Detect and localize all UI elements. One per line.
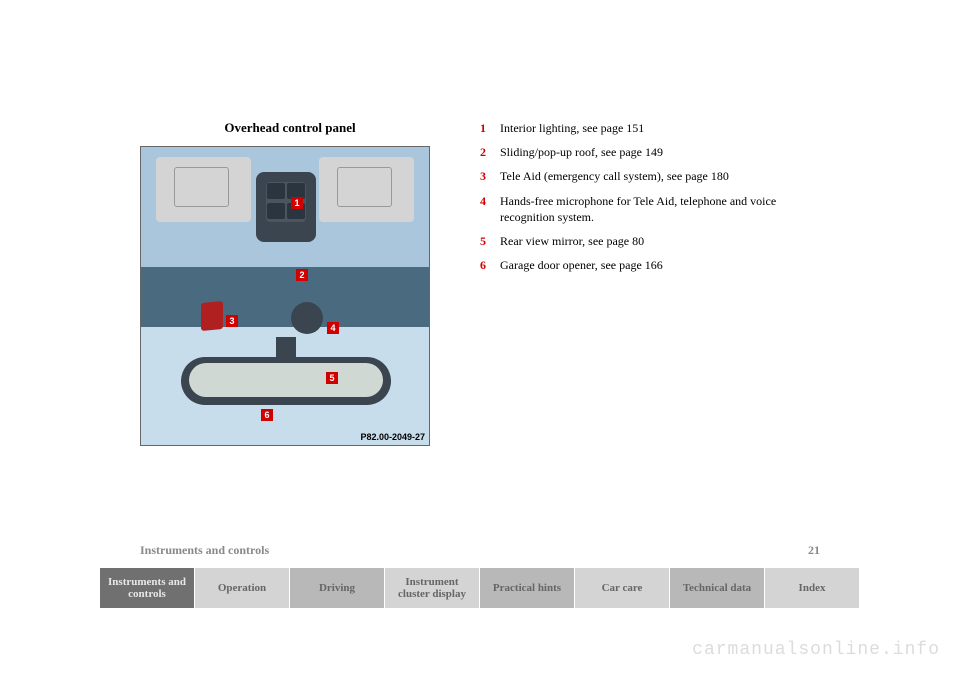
callout-5: 5: [326, 372, 338, 384]
left-column: Overhead control panel 1: [140, 120, 440, 446]
nav-practical-hints[interactable]: Practical hints: [480, 568, 575, 608]
panel-title: Overhead control panel: [140, 120, 440, 136]
legend-num: 6: [480, 257, 490, 273]
nav-index[interactable]: Index: [765, 568, 860, 608]
legend-text: Interior lighting, see page 151: [500, 120, 820, 136]
nav-instruments-and-controls[interactable]: Instruments and controls: [100, 568, 195, 608]
legend-text: Garage door opener, see page 166: [500, 257, 820, 273]
image-reference: P82.00-2049-27: [360, 432, 425, 442]
legend-text: Tele Aid (emergency call system), see pa…: [500, 168, 820, 184]
rear-view-mirror: [181, 357, 391, 405]
mirror-mount: [276, 337, 296, 357]
legend-item: 1 Interior lighting, see page 151: [480, 120, 820, 136]
legend-num: 3: [480, 168, 490, 184]
watermark: carmanualsonline.info: [692, 640, 940, 660]
mirror-glass: [189, 363, 383, 397]
legend-list: 1 Interior lighting, see page 151 2 Slidin…: [480, 120, 820, 446]
callout-4: 4: [327, 322, 339, 334]
nav-technical-data[interactable]: Technical data: [670, 568, 765, 608]
callout-2: 2: [296, 269, 308, 281]
nav-car-care[interactable]: Car care: [575, 568, 670, 608]
microphone: [291, 302, 323, 334]
legend-item: 5 Rear view mirror, see page 80: [480, 233, 820, 249]
callout-3: 3: [226, 315, 238, 327]
nav-bar: Instruments and controls Operation Drivi…: [100, 568, 860, 608]
legend-num: 1: [480, 120, 490, 136]
legend-text: Sliding/pop-up roof, see page 149: [500, 144, 820, 160]
nav-driving[interactable]: Driving: [290, 568, 385, 608]
sun-visor-right: [319, 157, 414, 222]
page-number: 21: [808, 543, 820, 558]
content-area: Overhead control panel 1: [140, 120, 840, 446]
legend-item: 6 Garage door opener, see page 166: [480, 257, 820, 273]
callout-6: 6: [261, 409, 273, 421]
callout-1: 1: [291, 197, 303, 209]
page: Overhead control panel 1: [0, 0, 960, 678]
legend-item: 2 Sliding/pop-up roof, see page 149: [480, 144, 820, 160]
overhead-panel-diagram: 1 2 3 4 5 6 P82.00-2049-27: [140, 146, 430, 446]
section-footer: Instruments and controls 21: [140, 543, 820, 558]
headliner-trim: [141, 267, 430, 327]
legend-num: 4: [480, 193, 490, 225]
legend-num: 5: [480, 233, 490, 249]
legend-num: 2: [480, 144, 490, 160]
nav-operation[interactable]: Operation: [195, 568, 290, 608]
legend-text: Hands-free microphone for Tele Aid, tele…: [500, 193, 820, 225]
sun-visor-left: [156, 157, 251, 222]
nav-instrument-cluster[interactable]: Instrument cluster display: [385, 568, 480, 608]
legend-item: 4 Hands-free microphone for Tele Aid, tel…: [480, 193, 820, 225]
sos-button: [201, 301, 223, 331]
legend-text: Rear view mirror, see page 80: [500, 233, 820, 249]
legend-item: 3 Tele Aid (emergency call system), see p…: [480, 168, 820, 184]
section-name: Instruments and controls: [140, 543, 269, 558]
center-console: [256, 172, 316, 242]
